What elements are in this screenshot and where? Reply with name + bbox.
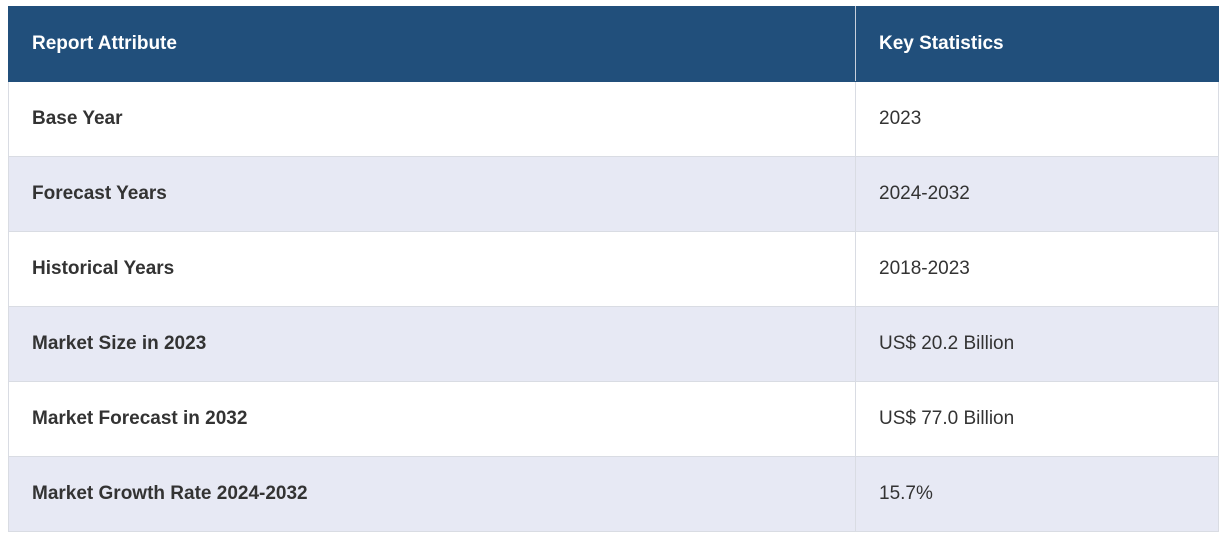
table-row: Market Growth Rate 2024-2032 15.7% xyxy=(8,456,1219,532)
attribute-cell: Forecast Years xyxy=(8,156,856,232)
attribute-cell: Market Forecast in 2032 xyxy=(8,381,856,457)
attribute-cell: Market Growth Rate 2024-2032 xyxy=(8,456,856,532)
table-row: Base Year 2023 xyxy=(8,81,1219,157)
statistic-cell: 2024-2032 xyxy=(855,156,1219,232)
table-header: Report Attribute Key Statistics xyxy=(8,6,1219,82)
header-cell: Report Attribute xyxy=(8,6,856,82)
header-row: Report Attribute Key Statistics xyxy=(8,6,1219,82)
table-row: Forecast Years 2024-2032 xyxy=(8,156,1219,232)
attribute-cell: Base Year xyxy=(8,81,856,157)
statistic-cell: US$ 20.2 Billion xyxy=(855,306,1219,382)
statistic-cell: 2023 xyxy=(855,81,1219,157)
table-row: Market Size in 2023 US$ 20.2 Billion xyxy=(8,306,1219,382)
table-row: Market Forecast in 2032 US$ 77.0 Billion xyxy=(8,381,1219,457)
statistic-cell: 15.7% xyxy=(855,456,1219,532)
report-table: Report Attribute Key Statistics Base Yea… xyxy=(8,6,1219,532)
table-row: Historical Years 2018-2023 xyxy=(8,231,1219,307)
statistic-cell: 2018-2023 xyxy=(855,231,1219,307)
attribute-cell: Market Size in 2023 xyxy=(8,306,856,382)
header-cell: Key Statistics xyxy=(855,6,1219,82)
table-body: Base Year 2023 Forecast Years 2024-2032 Hist… xyxy=(8,81,1219,532)
attribute-cell: Historical Years xyxy=(8,231,856,307)
statistic-cell: US$ 77.0 Billion xyxy=(855,381,1219,457)
